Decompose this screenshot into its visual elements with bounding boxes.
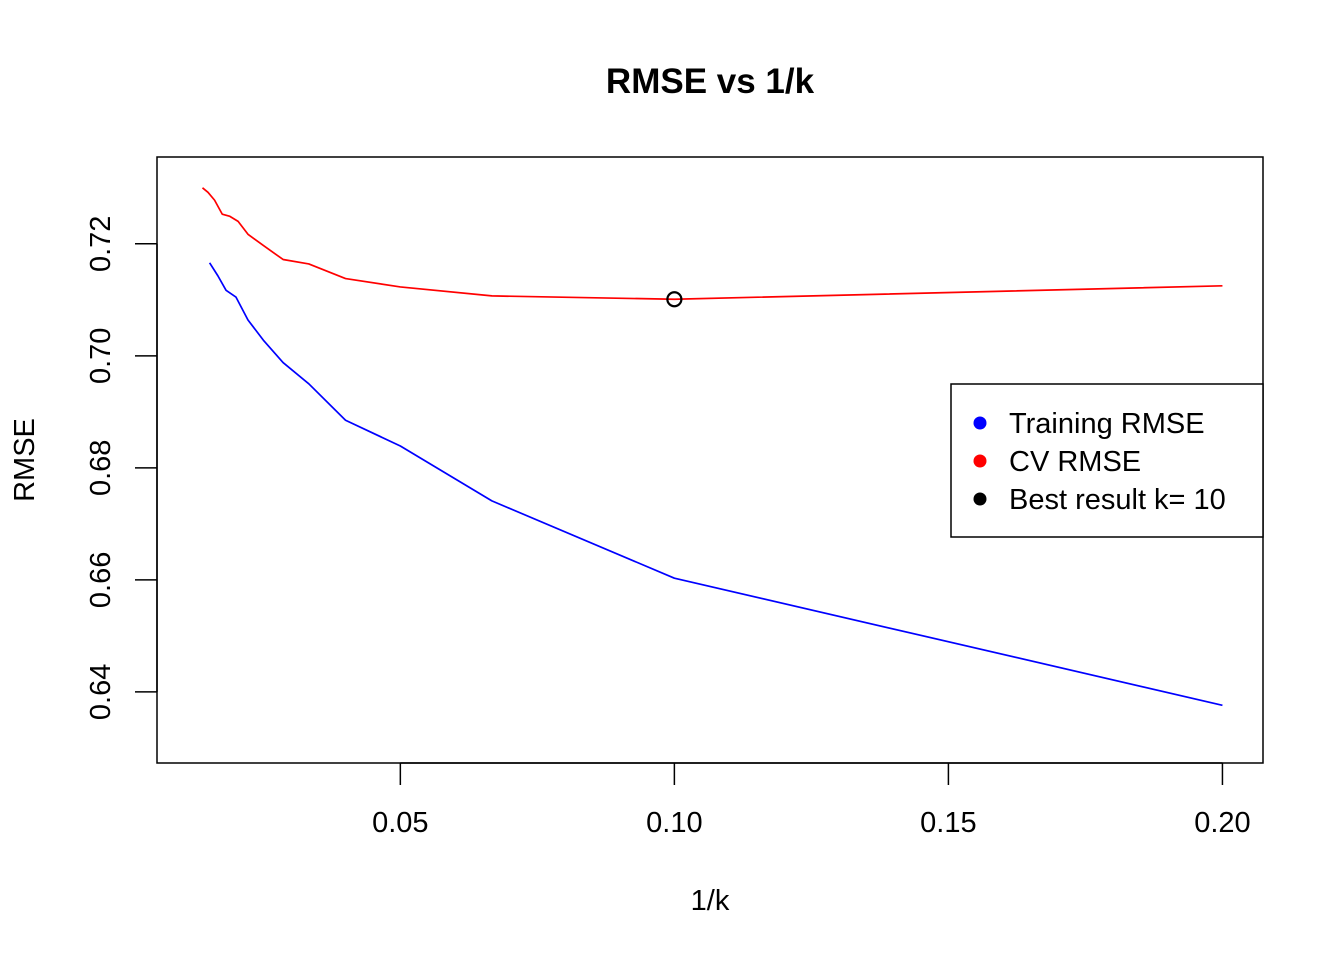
x-tick-label: 0.20 <box>1194 807 1250 839</box>
x-tick-label: 0.15 <box>920 807 976 839</box>
legend-dot <box>973 454 987 468</box>
legend-label: CV RMSE <box>1009 446 1141 478</box>
x-tick-label: 0.10 <box>646 807 702 839</box>
y-tick-label: 0.64 <box>85 664 117 720</box>
best-point-layer <box>666 291 683 308</box>
legend-label: Best result k= 10 <box>1009 484 1226 516</box>
series-layer <box>201 187 1223 707</box>
training-rmse-line <box>208 262 1223 707</box>
legend-dot <box>973 416 987 430</box>
chart-title: RMSE vs 1/k <box>606 62 815 101</box>
legend-label: Training RMSE <box>1009 408 1205 440</box>
y-tick-label: 0.72 <box>85 216 117 272</box>
y-axis: 0.64 0.66 0.68 0.70 0.72 <box>85 216 158 720</box>
legend-box <box>950 383 1264 538</box>
best-result-marker <box>666 291 683 308</box>
x-tick-label: 0.05 <box>372 807 428 839</box>
cv-rmse-line <box>201 187 1223 301</box>
y-tick-label: 0.66 <box>85 552 117 608</box>
legend-items: Training RMSE CV RMSE Best result k= 10 <box>973 408 1226 516</box>
x-axis: 0.05 0.10 0.15 0.20 <box>372 762 1251 839</box>
x-axis-label: 1/k <box>691 885 730 917</box>
y-tick-label: 0.68 <box>85 440 117 496</box>
legend-dot <box>973 492 987 506</box>
y-axis-label: RMSE <box>9 418 41 502</box>
legend: Training RMSE CV RMSE Best result k= 10 <box>950 383 1264 538</box>
y-tick-label: 0.70 <box>85 328 117 384</box>
